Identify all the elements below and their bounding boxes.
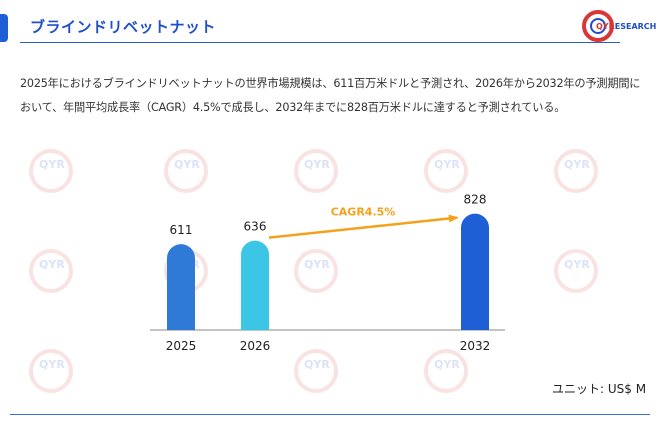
watermark-logo: QYR — [290, 145, 352, 193]
market-description: 2025年におけるブラインドリベットナットの世界市場規模は、611百万米ドルと予… — [20, 77, 641, 114]
watermark-text: QYR — [39, 358, 65, 371]
watermark-logo: QYR — [550, 145, 612, 193]
watermark-text: QYR — [434, 158, 460, 171]
watermark-text: QYR — [304, 358, 330, 371]
watermark-logo: QYR — [290, 345, 352, 393]
cagr-arrow-line — [268, 216, 458, 239]
logo-text: QYRESEARCH — [596, 22, 656, 31]
qyresearch-logo-icon — [582, 10, 614, 42]
title-underline — [20, 42, 620, 43]
page-title: ブラインドリベットナット — [30, 18, 217, 36]
value-label-2025: 611 — [170, 223, 193, 237]
watermark-logo: QYR — [25, 145, 87, 193]
watermark-text: QYR — [564, 258, 590, 271]
watermark-logo: QYR — [25, 345, 87, 393]
logo-text-esearch: ESEARCH — [614, 22, 657, 31]
unit-label: ユニット: US$ M — [552, 382, 647, 396]
watermark-text: QYR — [564, 158, 590, 171]
header-accent-tab — [0, 14, 8, 42]
watermark-text: QYR — [304, 158, 330, 171]
watermark-text: QYR — [39, 258, 65, 271]
x-tick-label-2026: 2026 — [240, 339, 271, 353]
cagr-label: CAGR4.5% — [331, 206, 396, 219]
watermark-logo: QYR — [420, 345, 482, 393]
watermark-text: QYR — [434, 358, 460, 371]
value-label-2026: 636 — [244, 220, 267, 234]
logo-text-qyr: QYR — [596, 22, 615, 31]
watermark-logo: QYR — [25, 245, 87, 293]
watermark-text: QYR — [39, 158, 65, 171]
watermark-logo: QYR — [420, 145, 482, 193]
x-tick-label-2025: 2025 — [166, 339, 197, 353]
value-label-2032: 828 — [464, 193, 487, 207]
watermark-text: QYR — [174, 158, 200, 171]
footer-divider — [10, 414, 650, 415]
watermark-logo: QYR — [550, 245, 612, 293]
x-tick-label-2032: 2032 — [460, 339, 491, 353]
bar-2026 — [241, 240, 269, 330]
watermark-text: QYR — [304, 258, 330, 271]
bar-2032 — [461, 213, 489, 330]
watermark-logo: QYR — [290, 245, 352, 293]
watermark-logo: QYR — [160, 145, 222, 193]
cagr-arrowhead — [448, 214, 459, 223]
bar-2025 — [167, 244, 195, 330]
